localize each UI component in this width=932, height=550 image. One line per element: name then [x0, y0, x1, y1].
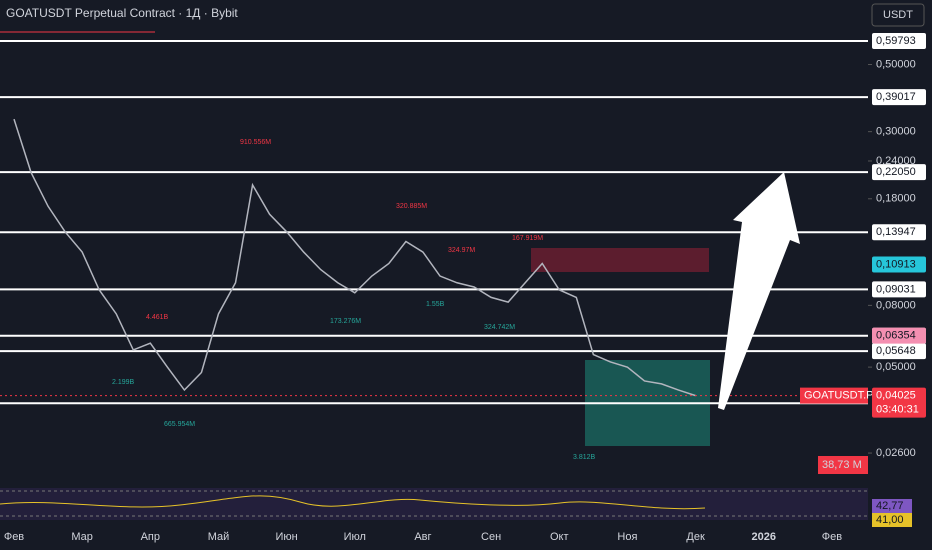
rsi-box: [872, 499, 912, 513]
x-tick-label: Ноя: [617, 531, 637, 543]
level-box: [872, 343, 926, 360]
volume-box: [818, 456, 868, 474]
annotation: 167.919M: [512, 235, 543, 242]
annotation: 1.55B: [426, 301, 445, 308]
level-label: 0,39017: [876, 91, 916, 103]
last-price: 0,04025: [876, 390, 916, 402]
x-tick-label: Июл: [344, 531, 366, 543]
currency: USDT: [883, 9, 913, 21]
marker-box: [872, 256, 926, 273]
x-tick-label: Авг: [414, 531, 431, 543]
annotation: 324.97M: [448, 247, 475, 254]
x-tick-label: Сен: [481, 531, 501, 543]
x-tick-label: Апр: [141, 531, 160, 543]
y-tick-label: 0,05000: [876, 361, 916, 373]
level-label: 0,13947: [876, 226, 916, 238]
y-tick-label: 0,30000: [876, 126, 916, 138]
level-box: [872, 224, 926, 241]
price-axis: [868, 0, 932, 550]
x-tick-label: Фев: [4, 531, 24, 543]
annotation: 320.885M: [396, 203, 427, 210]
annotation: 665.954M: [164, 421, 195, 428]
countdown: 03:40:31: [876, 404, 919, 416]
annotation: 4.461B: [146, 314, 169, 321]
rsi-label: 42,77: [876, 500, 904, 512]
rsi-line: [0, 495, 706, 510]
level-box: [872, 33, 926, 50]
chart-title: GOATUSDT Perpetual Contract · 1Д · Bybit: [6, 6, 238, 20]
last-price-tag: [872, 387, 926, 418]
last-price-box: [800, 387, 868, 404]
y-tick-label: 0,02600: [876, 447, 916, 459]
annotation: 910.556M: [240, 139, 271, 146]
rsi-box: [872, 513, 912, 527]
arrow: [718, 172, 800, 410]
x-tick-label: Июн: [276, 531, 298, 543]
marker-label: 0,10913: [876, 258, 916, 270]
rsi-pane: [0, 488, 868, 520]
currency-button[interactable]: [871, 3, 925, 27]
price-line: [13, 118, 696, 397]
annotation: 3.812B: [573, 454, 596, 461]
level-box: [872, 164, 926, 181]
annotation: 173.276M: [330, 318, 361, 325]
marker-box: [872, 327, 926, 344]
annotation: 2.199B: [112, 379, 135, 386]
symbol: GOATUSDT.P: [804, 390, 873, 402]
x-tick-label: Май: [208, 531, 230, 543]
volume-label: 38,73 M: [822, 459, 862, 471]
y-tick-label: 0,24000: [876, 155, 916, 167]
x-tick-label: Мар: [71, 531, 93, 543]
level-label: 0,59793: [876, 35, 916, 47]
y-tick-label: 0,18000: [876, 193, 916, 205]
x-tick-label: Окт: [550, 531, 569, 543]
level-label: 0,22050: [876, 166, 916, 178]
marker-label: 0,06354: [876, 330, 916, 342]
x-tick-label: Дек: [686, 531, 705, 543]
y-tick-label: 0,08000: [876, 299, 916, 311]
rsi-label: 41,00: [876, 514, 904, 526]
level-box: [872, 281, 926, 298]
y-tick-label: 0,50000: [876, 58, 916, 70]
level-label: 0,05648: [876, 345, 916, 357]
x-tick-label: 2026: [752, 531, 776, 543]
x-tick-label: Фев: [822, 531, 842, 543]
level-label: 0,09031: [876, 283, 916, 295]
level-box: [872, 89, 926, 106]
supply-zone: [531, 248, 709, 272]
annotation: 324.742M: [484, 324, 515, 331]
